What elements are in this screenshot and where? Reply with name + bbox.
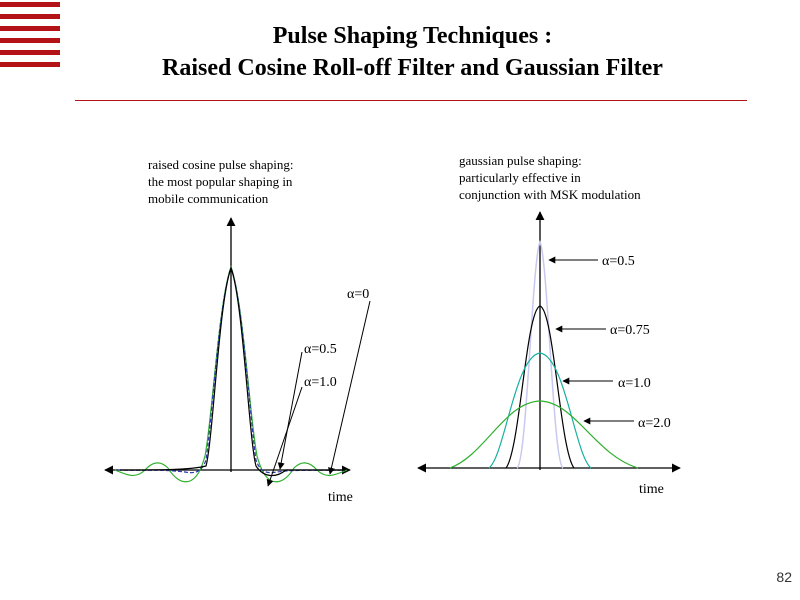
title-line-1: Pulse Shaping Techniques : [272, 23, 553, 49]
label-gauss-alpha-0-75: α=0.75 [610, 323, 650, 338]
right-time-label: time [639, 482, 664, 497]
label-gauss-alpha-2-0: α=2.0 [638, 416, 671, 431]
gaussian-curve-alpha-0-75 [505, 305, 575, 469]
gaussian-caption: gaussian pulse shaping: particularly eff… [459, 152, 641, 203]
title-line-2: Raised Cosine Roll-off Filter and Gaussi… [162, 55, 663, 81]
label-alpha-0: α=0 [347, 287, 369, 302]
gaussian-curve-alpha-0-5 [516, 240, 564, 469]
title-divider [75, 100, 747, 101]
raised-cosine-caption: raised cosine pulse shaping: the most po… [148, 156, 294, 207]
gaussian-curve-alpha-1-0 [488, 352, 592, 469]
label-alpha-0-5: α=0.5 [304, 342, 337, 357]
gaussian-curve-alpha-2-0 [449, 400, 639, 469]
pointer-alpha-0-5 [277, 351, 303, 470]
left-time-label: time [328, 490, 353, 505]
gaussian-caption-line-2: particularly effective in [459, 170, 581, 185]
gaussian-caption-line-1: gaussian pulse shaping: [459, 153, 582, 168]
page-number: 82 [776, 569, 792, 585]
gaussian-caption-line-3: conjunction with MSK modulation [459, 187, 641, 202]
raised-cosine-caption-line-1: raised cosine pulse shaping: [148, 157, 294, 172]
pointer-alpha-0 [328, 300, 371, 475]
raised-cosine-caption-line-2: the most popular shaping in [148, 174, 293, 189]
slide-title: Pulse Shaping Techniques : Raised Cosine… [90, 20, 735, 84]
raised-cosine-curve-alpha-1-0 [119, 266, 345, 477]
pointer-alpha-1-0 [266, 386, 303, 487]
label-alpha-1-0-left: α=1.0 [304, 375, 337, 390]
decorative-stripes [0, 0, 60, 72]
raised-cosine-caption-line-3: mobile communication [148, 191, 269, 206]
label-gauss-alpha-0-5: α=0.5 [602, 254, 635, 269]
gaussian-diagram: α=0.5 α=0.75 α=1.0 α=2.0 time [417, 211, 681, 497]
label-gauss-alpha-1-0: α=1.0 [618, 376, 651, 391]
raised-cosine-diagram: α=0 α=0.5 α=1.0 time [104, 217, 371, 505]
